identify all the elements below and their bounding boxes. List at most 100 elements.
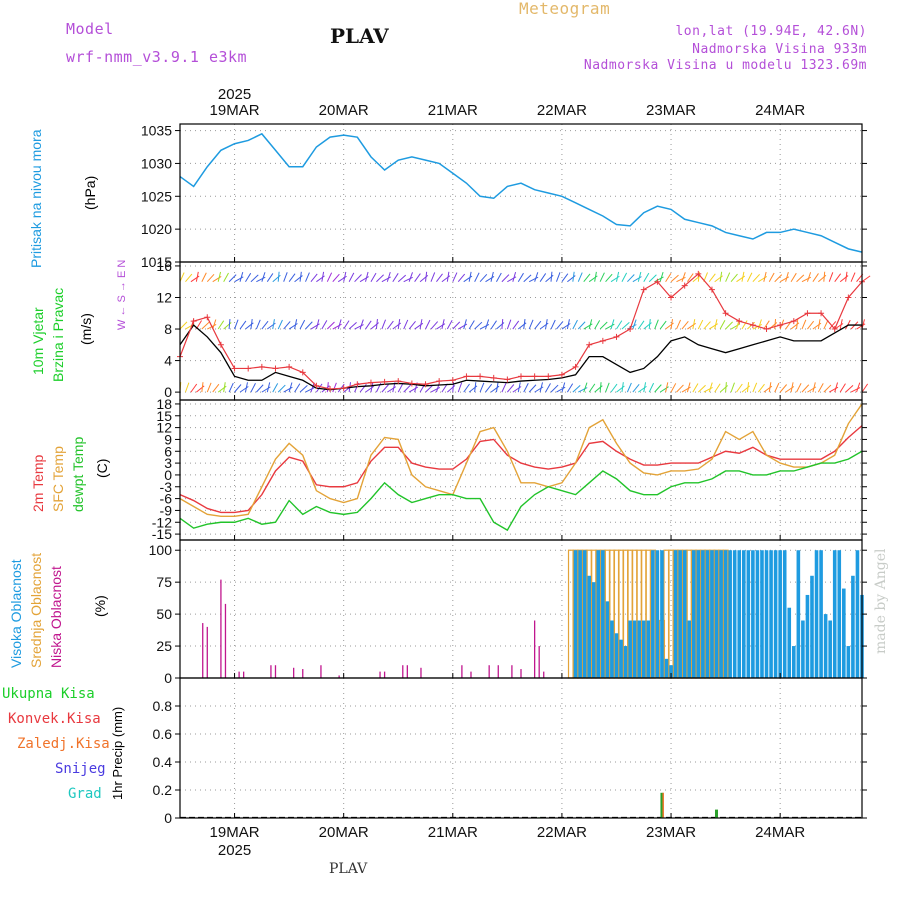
wind-barb	[768, 272, 775, 282]
wind-barb	[348, 272, 355, 282]
wind-barb	[474, 382, 477, 393]
wind-barb	[381, 384, 389, 393]
wind-gust-marker	[545, 373, 552, 380]
year-label-bottom: 2025	[218, 842, 251, 859]
wind-barb	[681, 272, 686, 282]
y-tick-label: 8	[164, 321, 172, 337]
wind-gust-marker	[504, 376, 511, 383]
y-tick-label: 18	[156, 396, 172, 412]
high-cloud-bar	[601, 550, 605, 678]
high-cloud-bar	[723, 550, 728, 678]
wind-barb	[403, 276, 413, 283]
wind-barb	[599, 272, 605, 282]
model-label: Model	[66, 20, 114, 38]
wind-gust-marker	[217, 341, 224, 348]
wind-barb	[621, 382, 624, 393]
x-date-label-bottom: 20MAR	[319, 824, 369, 841]
wind-barb	[801, 276, 812, 283]
high-cloud-bar	[646, 620, 651, 678]
wind-barb	[228, 319, 231, 330]
high-cloud-bar	[678, 550, 682, 678]
wind-barb	[686, 382, 691, 393]
wind-gust-marker	[736, 318, 743, 325]
wind-barb	[506, 384, 515, 393]
high-cloud-bar	[801, 620, 805, 678]
wind-barb	[812, 322, 822, 330]
wind-barb	[676, 384, 684, 393]
wind-barb	[556, 386, 566, 393]
wind-barb	[610, 275, 620, 283]
wind-barb	[326, 382, 329, 393]
wind-barb	[332, 323, 342, 330]
wind-barb	[615, 271, 620, 282]
wind-barb	[496, 272, 502, 282]
wind-barb	[332, 382, 337, 393]
y-tick-label: 9	[164, 431, 172, 447]
y-tick-label: 0.6	[153, 726, 173, 742]
x-date-label-top: 20MAR	[319, 102, 369, 119]
wind-barb	[697, 384, 706, 393]
wind-barb	[381, 319, 387, 330]
precip-total-bar	[715, 809, 719, 818]
wind-barb	[730, 273, 738, 283]
y-tick-label: 0.2	[153, 782, 173, 798]
footer-location: PLAV	[329, 861, 368, 877]
wind-barb	[419, 319, 423, 330]
x-date-label-top: 21MAR	[428, 102, 478, 119]
wind-barb	[201, 272, 207, 282]
high-cloud-bar	[764, 550, 769, 678]
wind-barb	[714, 275, 723, 283]
high-cloud-bar	[664, 658, 669, 678]
wind-barb	[234, 319, 239, 330]
wind-barb	[294, 383, 301, 393]
high-cloud-bar	[682, 550, 687, 678]
high-cloud-bar	[760, 550, 764, 678]
wind-barb	[468, 385, 478, 393]
wind-barb	[239, 386, 249, 393]
wind-barb	[419, 383, 426, 393]
wind-barb	[446, 320, 453, 330]
wind-barb	[332, 273, 340, 283]
wind-barb	[376, 274, 384, 283]
wind-barb	[545, 319, 548, 330]
wind-gust-marker	[599, 337, 606, 344]
wind-barb	[365, 385, 374, 393]
wind-barb	[359, 319, 364, 330]
wind-barb	[425, 319, 431, 330]
wind-barb	[452, 321, 461, 330]
wind-barb	[463, 319, 467, 330]
temp-2m-line	[179, 425, 863, 514]
product-title: Meteogram	[519, 0, 611, 18]
wind-barb	[610, 383, 618, 393]
wind-gust-marker	[831, 326, 838, 333]
high-cloud-bar	[741, 550, 746, 678]
y-tick-label: 1035	[141, 123, 172, 139]
panel-frame-0	[179, 123, 863, 263]
wind-barb	[523, 382, 529, 393]
wind-barb	[626, 382, 632, 393]
wind-barb	[354, 274, 362, 283]
wind-barb	[430, 386, 441, 393]
wind-barb	[321, 320, 328, 330]
wind-barb	[818, 274, 827, 283]
wind-gust-marker	[436, 378, 443, 385]
wind-barb	[234, 384, 242, 393]
wind-barb	[523, 319, 526, 330]
wind-gust-marker	[354, 381, 361, 388]
wind-barb	[397, 383, 404, 393]
wind-gust-marker	[395, 378, 402, 385]
wind-barb	[561, 323, 571, 330]
wind-barb	[572, 271, 575, 282]
wind-barb	[414, 322, 424, 330]
panel-frame-2	[179, 399, 863, 541]
high-cloud-bar	[755, 550, 760, 678]
wind-barb	[359, 276, 369, 283]
wind-gust-marker	[477, 373, 484, 380]
wind-barb	[588, 383, 596, 393]
wind-barb	[495, 382, 499, 393]
y-tick-label: 1020	[141, 221, 172, 237]
wind-barb	[430, 321, 439, 330]
wind-gust-marker	[313, 382, 320, 389]
wind-barb	[348, 321, 357, 330]
